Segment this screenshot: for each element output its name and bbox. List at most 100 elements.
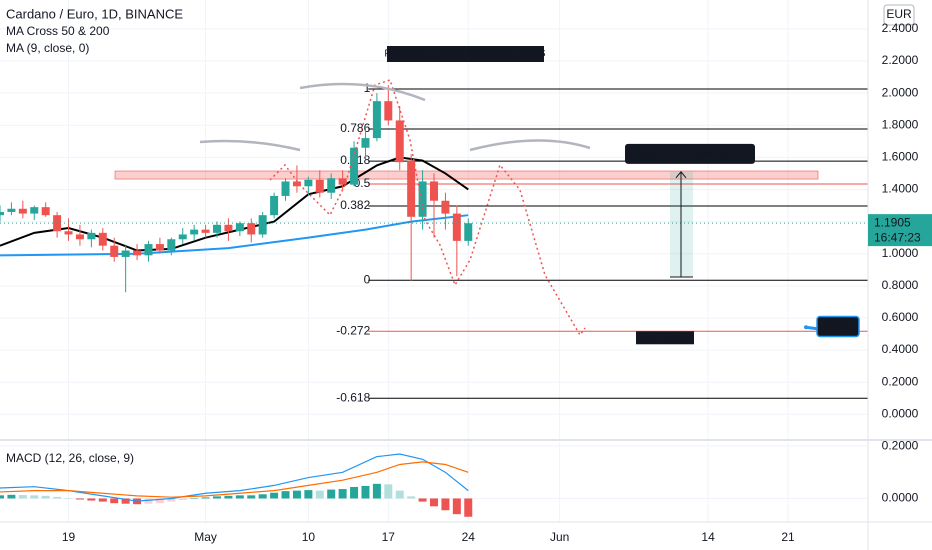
y-tick-label: 2.2000 xyxy=(882,53,919,67)
last-price: 1.1905 xyxy=(874,215,911,229)
candle-body xyxy=(53,215,62,232)
y-tick-label: 1.0000 xyxy=(882,246,919,260)
candle-body xyxy=(304,179,313,187)
candle-body xyxy=(407,160,416,217)
currency-box[interactable] xyxy=(883,4,915,26)
y-tick-label: 0.4000 xyxy=(882,342,919,356)
macd-bar xyxy=(407,496,416,499)
y-tick-label: 0.2000 xyxy=(882,374,919,388)
macd-bar xyxy=(258,494,267,499)
candle-body xyxy=(133,250,142,256)
macd-bar xyxy=(178,498,187,501)
y-tick-label: 1.6000 xyxy=(882,150,919,164)
candle-body xyxy=(167,239,176,251)
candle-body xyxy=(18,208,27,214)
annotation: POSSIBLE HEAD AND SHOLDERS xyxy=(384,49,545,60)
macd-bar xyxy=(167,498,176,502)
candle-body xyxy=(270,195,279,216)
macd-bar xyxy=(0,495,4,499)
macd-bar xyxy=(75,498,84,500)
fib-label: -0.272 xyxy=(336,323,370,337)
overlay: POSSIBLE HEAD AND SHOLDERS 0.6576 (76.90%… xyxy=(384,46,860,345)
candle-body xyxy=(30,207,39,214)
x-tick-label: 19 xyxy=(62,530,76,544)
x-tick-label: May xyxy=(194,530,217,544)
indicator-legend: MA Cross 50 & 200 xyxy=(6,24,110,38)
candle-body xyxy=(144,244,153,256)
macd-bar xyxy=(281,491,290,499)
axes: 19 May 10 17 24 Jun 14 212.40002.20002.00001.80… xyxy=(6,21,932,544)
macd-bar xyxy=(110,498,119,504)
candle-body xyxy=(384,101,393,121)
measure-head xyxy=(675,171,687,179)
annotation-box xyxy=(387,46,544,62)
candle-body xyxy=(350,147,359,185)
y-tick-label: 0.6000 xyxy=(882,310,919,324)
fib-label: 0.786 xyxy=(340,121,370,135)
measure-label-box xyxy=(625,143,755,164)
shoulder-arc xyxy=(199,139,301,152)
target-box xyxy=(636,331,694,345)
macd-bar xyxy=(395,490,404,499)
countdown: 16:47:23 xyxy=(874,230,921,244)
candle-body xyxy=(338,178,347,185)
macd-bar xyxy=(350,486,359,499)
candle-body xyxy=(0,211,4,216)
macd-bar xyxy=(213,496,221,499)
candle-body xyxy=(110,245,119,257)
macd-bar xyxy=(155,498,164,504)
macd-bar xyxy=(430,498,438,507)
target-label: bear target xyxy=(641,333,690,344)
callout-box xyxy=(816,315,860,338)
y-tick-label: 0.8000 xyxy=(882,278,919,292)
candle-body xyxy=(201,229,210,233)
macd-bar xyxy=(121,498,130,504)
chart-title: Cardano / Euro, 1D, BINANCE xyxy=(6,6,183,21)
y-tick-label: 2.0000 xyxy=(882,85,919,99)
macd-bar xyxy=(361,485,370,499)
measure-label: 0.6576 (76.90%) 6576 xyxy=(641,148,740,159)
fib-label: 0 xyxy=(364,272,371,286)
macd-bar xyxy=(201,497,210,499)
candle-body xyxy=(190,229,199,235)
macd-bar xyxy=(247,495,256,499)
macd-bar xyxy=(144,498,153,504)
macd-bar xyxy=(98,498,107,502)
candle-body xyxy=(441,200,450,214)
candle-body xyxy=(464,223,473,241)
fib-label: -0.618 xyxy=(336,390,370,404)
candle-body xyxy=(372,101,381,139)
x-tick-label: Jun xyxy=(550,530,569,544)
macd-bar xyxy=(87,498,96,501)
head-arc xyxy=(299,82,426,102)
x-tick-label: 10 xyxy=(302,530,316,544)
macd-bar xyxy=(235,495,244,499)
candle-body xyxy=(121,250,130,257)
candle-body xyxy=(327,178,336,193)
candle-body xyxy=(452,213,461,241)
macd-bar xyxy=(315,490,324,499)
x-tick-label: 17 xyxy=(382,530,396,544)
candle-body xyxy=(87,232,96,240)
macd-bar xyxy=(224,495,233,499)
macd-bar xyxy=(64,497,73,499)
fib-label: 1 xyxy=(364,81,371,95)
last-price-tag xyxy=(868,214,932,247)
price-axis xyxy=(868,0,932,550)
candle-body xyxy=(292,181,301,187)
callout-dot xyxy=(804,325,808,330)
macd-bar xyxy=(327,489,336,499)
x-tick-label: 24 xyxy=(462,530,476,544)
macd-bar xyxy=(304,490,313,499)
x-tick-label: 14 xyxy=(701,530,715,544)
candle-body xyxy=(281,181,290,196)
fib-label: 0.382 xyxy=(340,198,370,212)
macd-bar xyxy=(53,496,62,499)
macd-bar xyxy=(418,498,427,502)
y-tick-label: 0.0000 xyxy=(882,491,919,505)
macd-bar xyxy=(292,490,301,499)
macd-bar xyxy=(464,498,473,517)
candle-body xyxy=(98,232,107,246)
